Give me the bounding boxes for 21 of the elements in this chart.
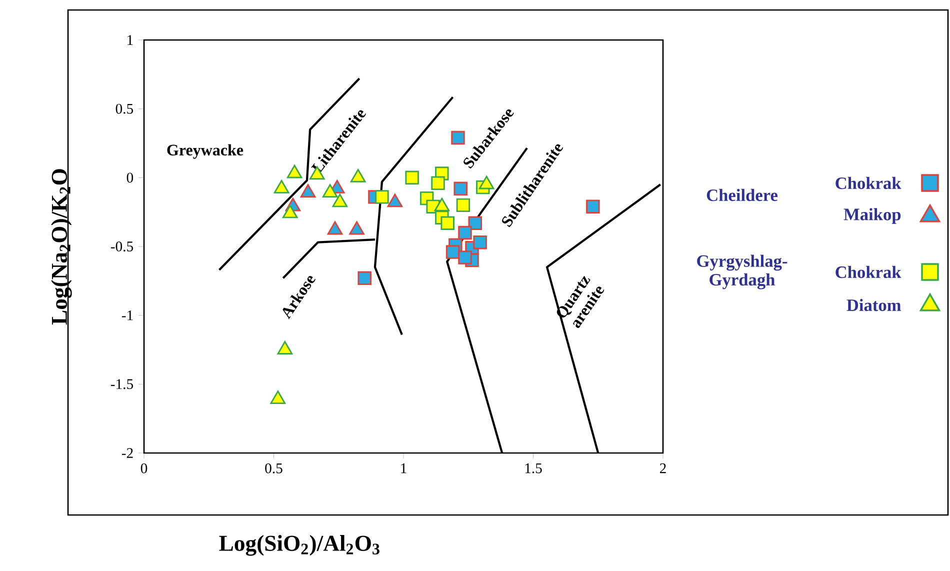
x-tick-label: 0 [140,463,148,474]
legend-label: Chokrak [836,266,902,278]
legend-label: Maikop [844,208,901,224]
legend-label: Diatom [846,298,901,312]
y-tick-label: 0.5 [116,104,134,114]
x-tick-label: 0.5 [265,463,282,474]
x-tick-label: 1.5 [525,463,542,474]
x-tick-label: 2 [660,463,666,474]
x-axis-title: Log(SiO$_{2}$)/Al$_{2}$O$_{3}$ [219,535,380,556]
text: Cheildere [706,188,778,202]
x-tick-label: 1 [401,463,406,474]
text: Gyrgyshlag-Gyrdagh [697,254,788,290]
y-tick-label: 1 [128,35,133,45]
legend-label: Chokrak [836,176,902,190]
annotation: Greywacke [167,144,244,159]
y-axis-title: Log(Na$_{2}$O)/K$_{2}$O [51,169,72,325]
y-tick-label: -1 [122,310,133,320]
y-tick-label: -1.5 [110,379,134,390]
y-tick-label: -0.5 [110,242,134,252]
y-tick-label: 0 [126,172,134,183]
y-tick-label: -2 [122,448,133,458]
